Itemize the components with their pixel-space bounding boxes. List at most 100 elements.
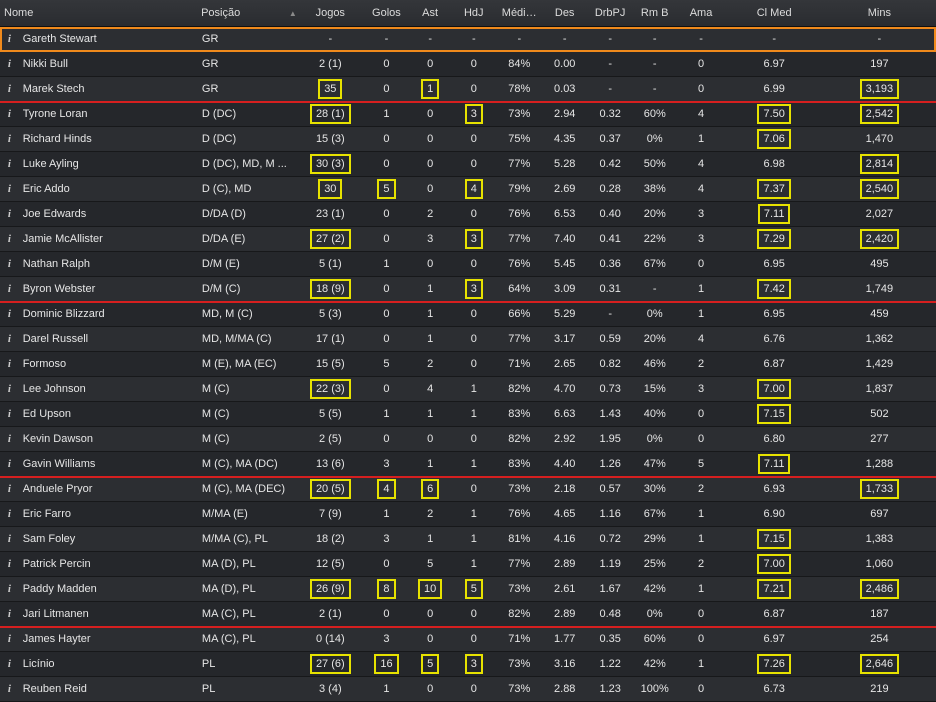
table-row[interactable]: i Nathan Ralph D/M (E) 5 (1) 1 0 0 76% 5.45 0.36 6… — [0, 252, 936, 277]
info-icon[interactable]: i — [7, 633, 11, 645]
cell-value: - — [517, 33, 522, 45]
player-name[interactable]: Marek Stech — [22, 83, 85, 95]
player-name[interactable]: Jamie McAllister — [22, 233, 103, 245]
info-icon[interactable]: i — [7, 58, 11, 70]
player-name[interactable]: Dominic Blizzard — [22, 308, 105, 320]
player-name[interactable]: Gavin Williams — [22, 458, 96, 470]
info-icon[interactable]: i — [7, 658, 11, 670]
info-icon[interactable]: i — [7, 558, 11, 570]
cell-avg: 82% — [497, 608, 542, 620]
player-name[interactable]: Kevin Dawson — [22, 433, 94, 445]
table-row[interactable]: i Dominic Blizzard MD, M (C) 5 (3) 0 1 0 66% 5.2… — [0, 301, 936, 327]
col-position-header[interactable]: Posição — [201, 7, 241, 19]
player-name[interactable]: Nikki Bull — [22, 58, 68, 70]
table-row[interactable]: i Darel Russell MD, M/MA (C) 17 (1) 0 1 0 77% 3.… — [0, 327, 936, 352]
table-row[interactable]: i Marek Stech GR 35 0 1 0 78% 0.03 - - 0 6.99 3,193 — [0, 77, 936, 102]
player-name[interactable]: Formoso — [22, 358, 67, 370]
info-icon[interactable]: i — [7, 233, 11, 245]
col-name-header[interactable]: Nome — [4, 7, 34, 19]
player-name[interactable]: Tyrone Loran — [22, 108, 88, 120]
info-icon[interactable]: i — [7, 408, 11, 420]
col-yellow-header[interactable]: Ama — [689, 7, 713, 19]
table-row[interactable]: i Nikki Bull GR 2 (1) 0 0 0 84% 0.00 - - 0 6.97 197 — [0, 52, 936, 77]
player-name[interactable]: James Hayter — [22, 633, 91, 645]
table-row[interactable]: i Joe Edwards D/DA (D) 23 (1) 0 2 0 76% 6.53 0.40… — [0, 202, 936, 227]
col-des-header[interactable]: Des — [554, 7, 575, 19]
table-row[interactable]: i Gareth Stewart GR - - - - - - - - - - - — [0, 27, 936, 52]
info-icon[interactable]: i — [7, 208, 11, 220]
table-row[interactable]: i Ed Upson M (C) 5 (5) 1 1 1 83% 6.63 1.43 40% 0 7.1… — [0, 402, 936, 427]
info-icon[interactable]: i — [7, 308, 11, 320]
table-row[interactable]: i Tyrone Loran D (DC) 28 (1) 1 0 3 73% 2.94 0.32 6… — [0, 101, 936, 127]
player-name[interactable]: Patrick Percin — [22, 558, 91, 570]
info-icon[interactable]: i — [7, 258, 11, 270]
info-icon[interactable]: i — [7, 483, 11, 495]
player-name[interactable]: Luke Ayling — [22, 158, 79, 170]
col-assists-header[interactable]: Ast — [422, 7, 439, 19]
col-drb-header[interactable]: DrbPJ — [594, 7, 626, 19]
table-row[interactable]: i Lee Johnson M (C) 22 (3) 0 4 1 82% 4.70 0.73 15%… — [0, 377, 936, 402]
table-row[interactable]: i Byron Webster D/M (C) 18 (9) 0 1 3 64% 3.09 0.3… — [0, 277, 936, 302]
info-icon[interactable]: i — [7, 183, 11, 195]
info-icon[interactable]: i — [7, 583, 11, 595]
player-name[interactable]: Nathan Ralph — [22, 258, 90, 270]
info-icon[interactable]: i — [7, 458, 11, 470]
col-games-header[interactable]: Jogos — [315, 7, 345, 19]
info-icon[interactable]: i — [7, 133, 11, 145]
table-row[interactable]: i Licínio PL 27 (6) 16 5 3 73% 3.16 1.22 42% 1 7.26 2… — [0, 652, 936, 677]
player-name[interactable]: Richard Hinds — [22, 133, 92, 145]
table-row[interactable]: i Formoso M (E), MA (EC) 15 (5) 5 2 0 71% 2.65 0.… — [0, 352, 936, 377]
player-name[interactable]: Licínio — [22, 658, 55, 670]
info-icon[interactable]: i — [7, 683, 11, 695]
info-icon[interactable]: i — [7, 83, 11, 95]
table-row[interactable]: i Kevin Dawson M (C) 2 (5) 0 0 0 82% 2.92 1.95 0% 0… — [0, 427, 936, 452]
info-icon[interactable]: i — [7, 33, 11, 45]
player-name[interactable]: Reuben Reid — [22, 683, 87, 695]
table-row[interactable]: i Jamie McAllister D/DA (E) 27 (2) 0 3 3 77% 7.4… — [0, 227, 936, 252]
player-name[interactable]: Jari Litmanen — [22, 608, 89, 620]
table-row[interactable]: i Sam Foley M/MA (C), PL 18 (2) 3 1 1 81% 4.16 0.… — [0, 527, 936, 552]
player-name[interactable]: Darel Russell — [22, 333, 89, 345]
player-name[interactable]: Ed Upson — [22, 408, 72, 420]
player-name[interactable]: Anduele Pryor — [22, 483, 93, 495]
info-icon[interactable]: i — [7, 158, 11, 170]
info-icon[interactable]: i — [7, 383, 11, 395]
table-row[interactable]: i Gavin Williams M (C), MA (DC) 13 (6) 3 1 1 83… — [0, 452, 936, 477]
info-icon[interactable]: i — [7, 608, 11, 620]
table-row[interactable]: i Jari Litmanen MA (C), PL 2 (1) 0 0 0 82% 2.89 0… — [0, 602, 936, 627]
player-name[interactable]: Joe Edwards — [22, 208, 87, 220]
player-name[interactable]: Byron Webster — [22, 283, 96, 295]
cell-value: 15 (3) — [315, 133, 345, 145]
col-mins-header[interactable]: Mins — [867, 7, 891, 19]
table-row[interactable]: i Paddy Madden MA (D), PL 26 (9) 8 10 5 73% 2.61… — [0, 577, 936, 602]
player-name[interactable]: Eric Addo — [22, 183, 70, 195]
table-row[interactable]: i Patrick Percin MA (D), PL 12 (5) 0 5 1 77% 2.8… — [0, 552, 936, 577]
info-icon[interactable]: i — [7, 283, 11, 295]
cell-des: 2.94 — [542, 108, 587, 120]
info-icon[interactable]: i — [7, 433, 11, 445]
col-avg-header[interactable]: Médi… — [501, 7, 537, 19]
table-row[interactable]: i Anduele Pryor M (C), MA (DEC) 20 (5) 4 6 0 73… — [0, 476, 936, 502]
player-name[interactable]: Gareth Stewart — [22, 33, 97, 45]
table-row[interactable]: i Richard Hinds D (DC) 15 (3) 0 0 0 75% 4.35 0.37… — [0, 127, 936, 152]
info-icon[interactable]: i — [7, 533, 11, 545]
table-row[interactable]: i Eric Addo D (C), MD 30 5 0 4 79% 2.69 0.28 38% 4 7… — [0, 177, 936, 202]
highlight-box: 7.11 — [757, 204, 791, 224]
table-row[interactable]: i Eric Farro M/MA (E) 7 (9) 1 2 1 76% 4.65 1.16 67… — [0, 502, 936, 527]
col-goals-header[interactable]: Golos — [372, 7, 401, 19]
col-rating-header[interactable]: Cl Med — [756, 7, 792, 19]
info-icon[interactable]: i — [7, 108, 11, 120]
info-icon[interactable]: i — [7, 508, 11, 520]
cell-value: 6.97 — [763, 633, 785, 645]
player-name[interactable]: Paddy Madden — [22, 583, 97, 595]
col-rmb-header[interactable]: Rm B — [640, 7, 669, 19]
player-name[interactable]: Sam Foley — [22, 533, 76, 545]
table-row[interactable]: i Luke Ayling D (DC), MD, M ... 30 (3) 0 0 0 77… — [0, 152, 936, 177]
table-row[interactable]: i Reuben Reid PL 3 (4) 1 0 0 73% 2.88 1.23 100% 0 6.… — [0, 677, 936, 702]
player-name[interactable]: Lee Johnson — [22, 383, 86, 395]
player-name[interactable]: Eric Farro — [22, 508, 71, 520]
info-icon[interactable]: i — [7, 358, 11, 370]
table-row[interactable]: i James Hayter MA (C), PL 0 (14) 3 0 0 71% 1.77 0… — [0, 626, 936, 652]
col-pom-header[interactable]: HdJ — [463, 7, 484, 19]
info-icon[interactable]: i — [7, 333, 11, 345]
